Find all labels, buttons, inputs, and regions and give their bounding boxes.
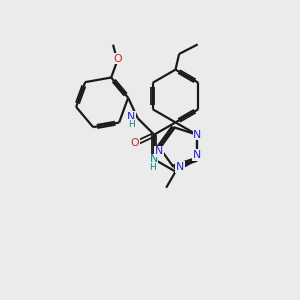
Text: H: H <box>128 120 134 129</box>
Text: O: O <box>113 54 122 64</box>
Text: N: N <box>176 162 184 172</box>
Text: N: N <box>155 146 163 156</box>
Text: H: H <box>149 163 156 172</box>
Text: N: N <box>127 112 135 122</box>
Text: N: N <box>149 154 158 164</box>
Text: N: N <box>193 130 202 140</box>
Text: N: N <box>193 150 201 160</box>
Text: O: O <box>130 138 139 148</box>
